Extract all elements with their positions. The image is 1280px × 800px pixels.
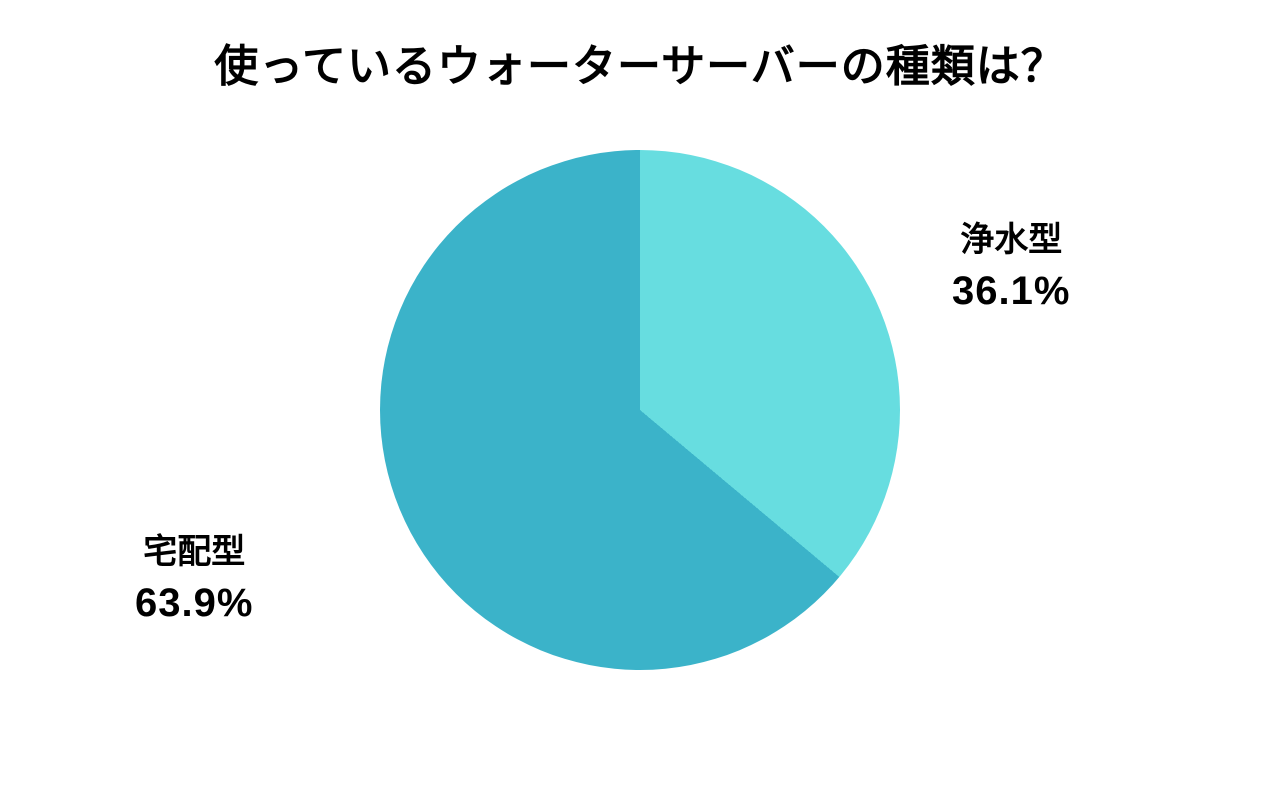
chart-title: 使っているウォーターサーバーの種類は？ xyxy=(0,30,1280,94)
slice-label-1-value: 63.9% xyxy=(135,576,253,630)
pie-wrap xyxy=(380,150,900,670)
slice-label-1-name: 宅配型 xyxy=(135,530,253,576)
slice-label-0-value: 36.1% xyxy=(952,264,1070,318)
slice-label-1: 宅配型 63.9% xyxy=(135,530,253,630)
chart-container: 使っているウォーターサーバーの種類は？ 浄水型 36.1% 宅配型 63.9% xyxy=(0,0,1280,800)
slice-label-0-name: 浄水型 xyxy=(952,218,1070,264)
pie-chart xyxy=(380,150,900,670)
slice-label-0: 浄水型 36.1% xyxy=(952,218,1070,318)
